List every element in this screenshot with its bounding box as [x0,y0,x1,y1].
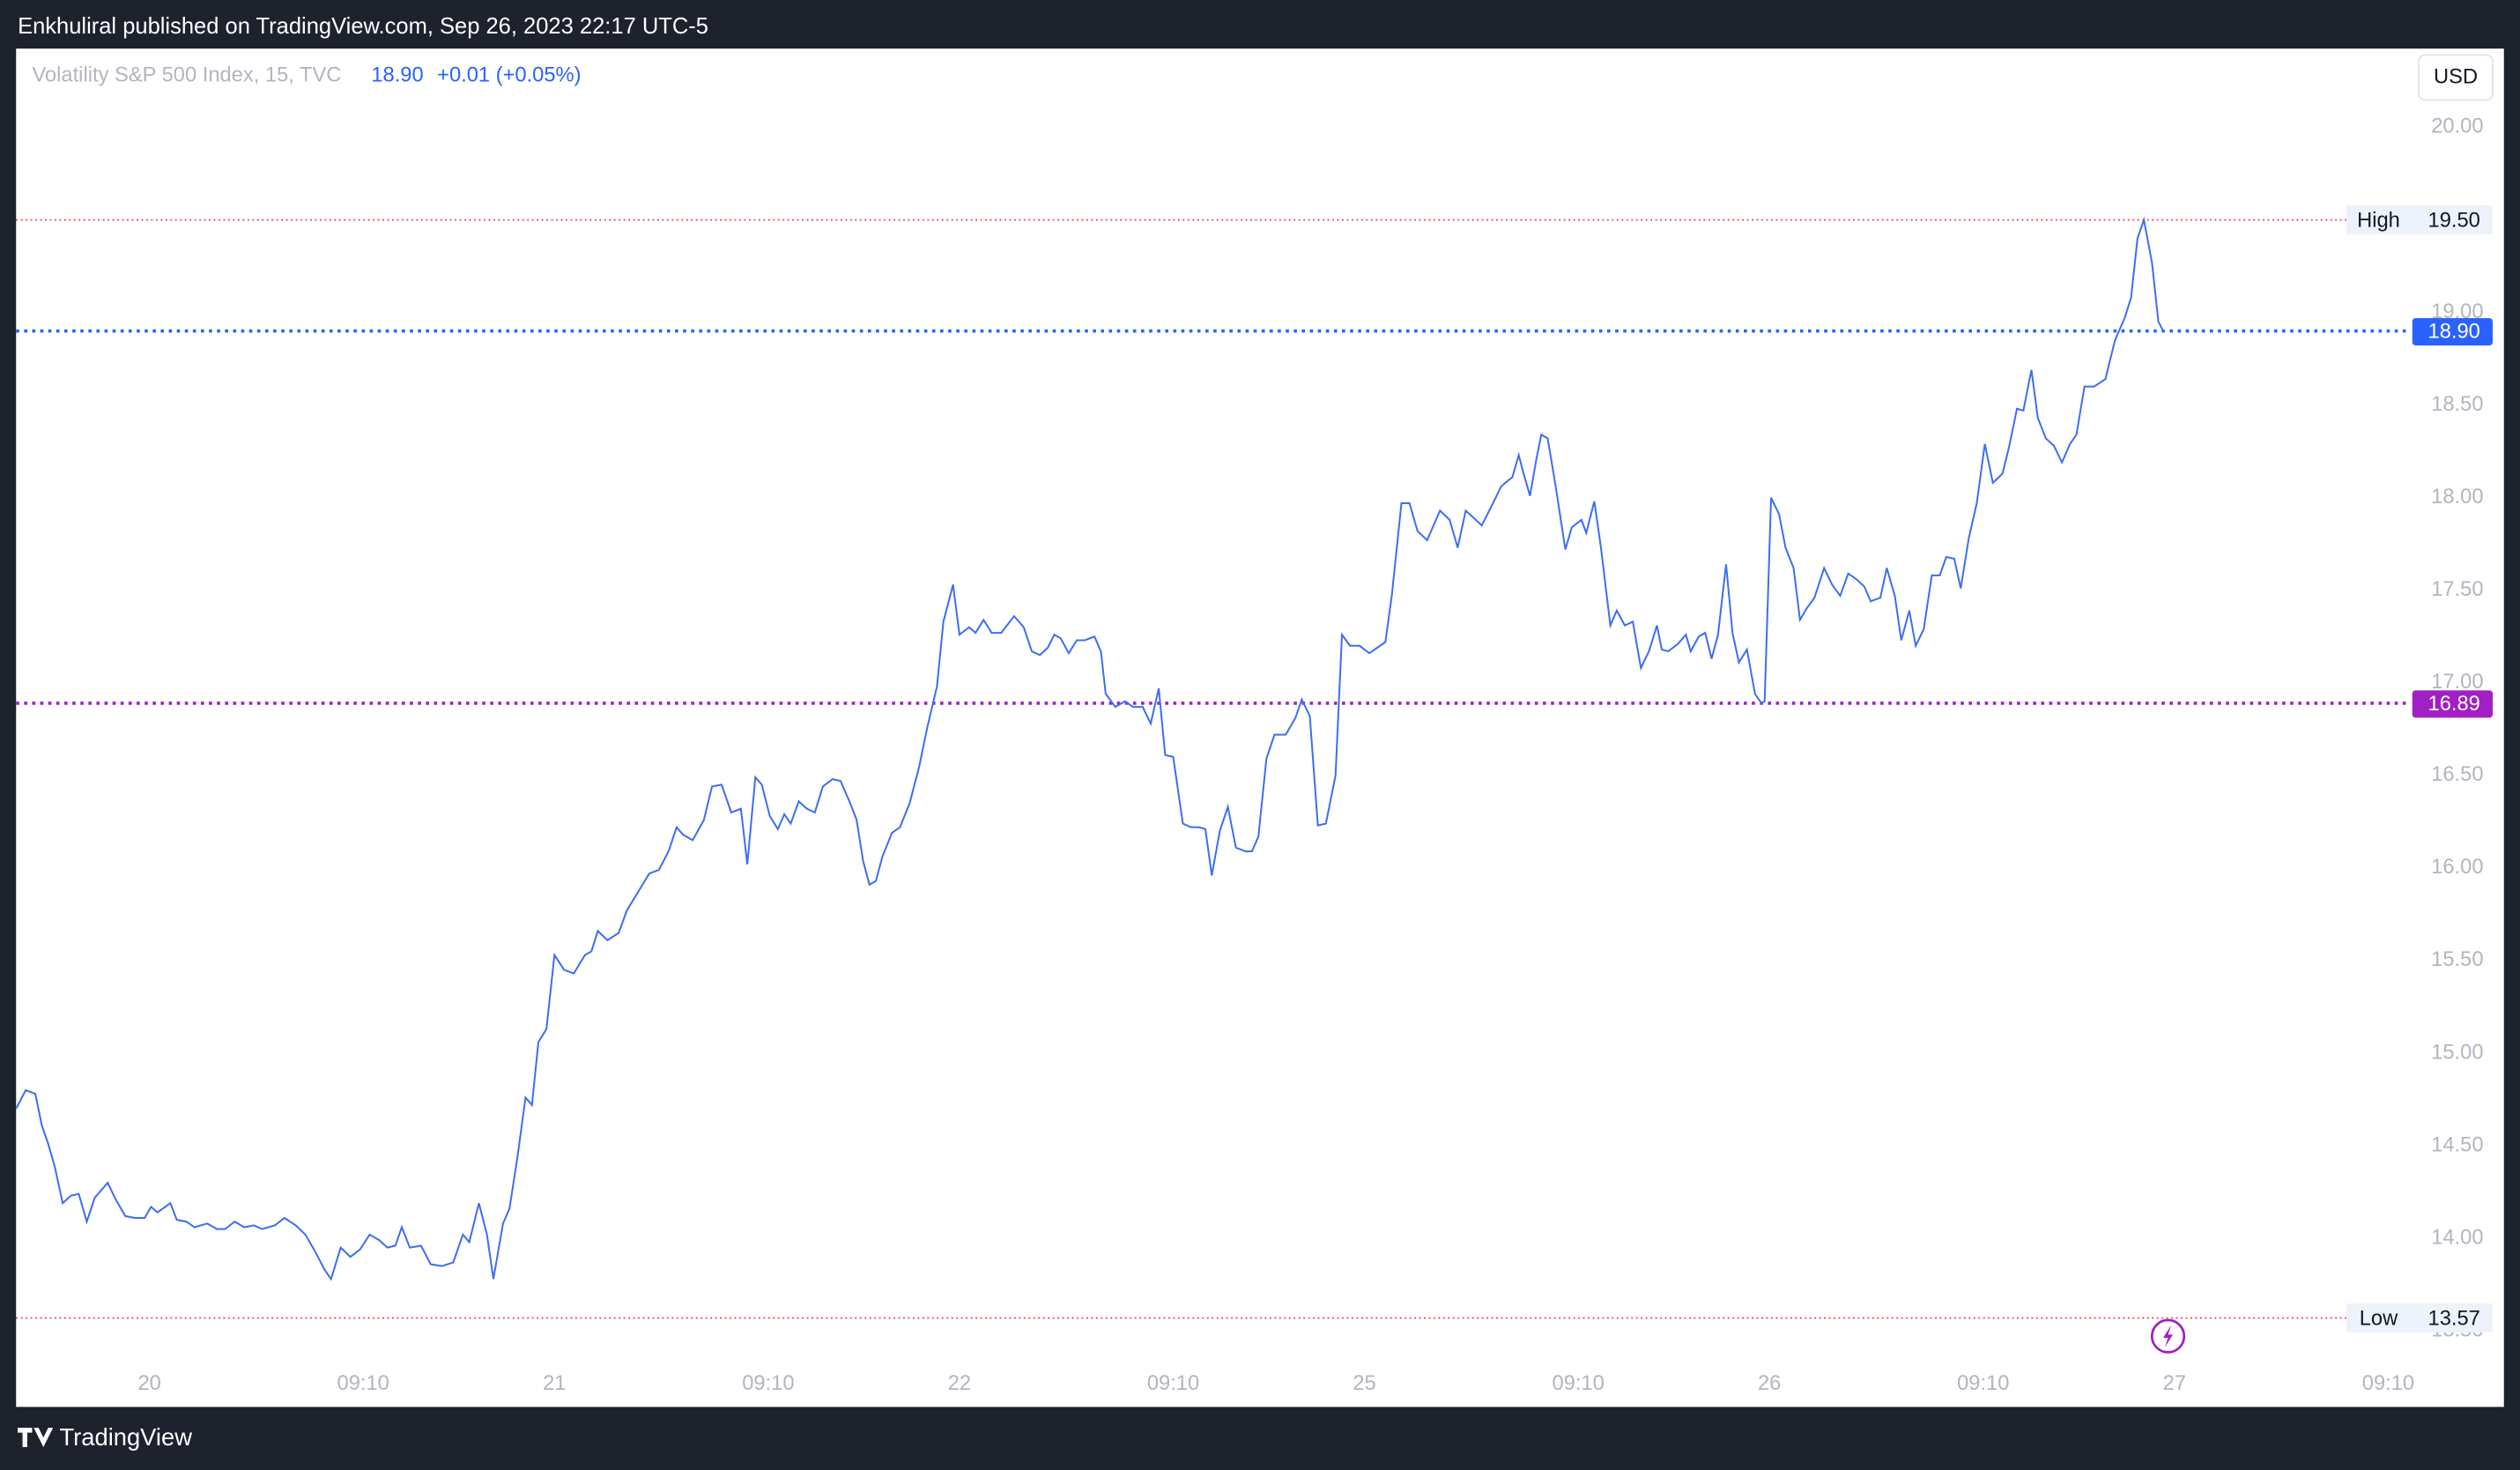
x-tick-label: 09:10 [2362,1372,2414,1395]
y-tick-label: 15.00 [2431,1041,2483,1064]
series-line [16,216,2164,1281]
legend-price: 18.90 [371,63,423,86]
y-tick-label: 16.50 [2431,763,2483,786]
y-tick-label: 20.00 [2431,115,2483,138]
alert-icon[interactable] [2150,1318,2186,1354]
x-tick-label: 09:10 [742,1372,794,1395]
legend-title: Volatility S&P 500 Index, 15, TVC [32,63,341,86]
y-tick-label: 17.50 [2431,578,2483,601]
y-tick-label: 18.00 [2431,486,2483,509]
stat-badge [2346,1303,2493,1333]
x-tick-label: 25 [1353,1372,1375,1395]
y-tick-label: 17.00 [2431,671,2483,694]
y-tick-label: 18.50 [2431,393,2483,416]
price-badge [2412,317,2493,345]
footer-logo [18,1428,54,1448]
price-badge-label: 18.90 [2428,321,2480,344]
stat-badge [2346,205,2493,234]
y-tick-label: 14.00 [2431,1226,2483,1249]
plot: 13.5014.0014.5015.0015.5016.0016.5017.00… [16,115,2493,1395]
stat-value: 19.50 [2428,210,2480,233]
stat-name: High [2357,210,2400,233]
x-tick-label: 09:10 [1957,1372,2009,1395]
currency-button[interactable] [2418,54,2494,101]
currency-label[interactable]: USD [2434,65,2478,88]
x-tick-label: 20 [137,1372,160,1395]
stat-name: Low [2360,1308,2398,1331]
x-tick-label: 26 [1758,1372,1781,1395]
header-text: Enkhuliral published on TradingView.com,… [18,14,708,39]
stat-value: 13.57 [2428,1308,2480,1331]
chart-area [16,48,2504,1407]
y-tick-label: 16.00 [2431,856,2483,879]
x-tick-label: 09:10 [1552,1372,1604,1395]
x-tick-label: 27 [2163,1372,2186,1395]
price-badge [2412,690,2493,718]
y-tick-label: 15.50 [2431,948,2483,971]
x-tick-label: 09:10 [337,1372,389,1395]
footer-brand: TradingView [59,1423,192,1451]
y-tick-label: 14.50 [2431,1133,2483,1156]
legend-change: +0.01 (+0.05%) [437,63,581,86]
price-badge-label: 16.89 [2428,693,2480,716]
x-tick-label: 09:10 [1147,1372,1199,1395]
x-tick-label: 22 [948,1372,971,1395]
x-tick-label: 21 [543,1372,566,1395]
